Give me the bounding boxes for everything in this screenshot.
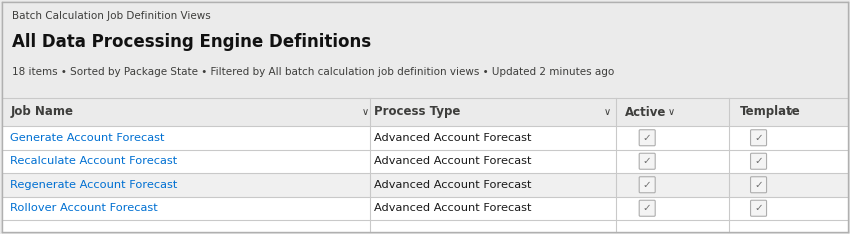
Bar — [2, 173, 848, 197]
Text: Template: Template — [740, 106, 800, 118]
Text: Rollover Account Forecast: Rollover Account Forecast — [10, 203, 158, 213]
FancyBboxPatch shape — [751, 200, 767, 216]
Text: ∨: ∨ — [361, 107, 368, 117]
FancyBboxPatch shape — [639, 177, 655, 193]
FancyBboxPatch shape — [751, 130, 767, 146]
Text: ✓: ✓ — [754, 133, 763, 143]
FancyBboxPatch shape — [751, 177, 767, 193]
Text: ✓: ✓ — [643, 133, 652, 143]
Text: ✓: ✓ — [754, 180, 763, 190]
Text: Job Name: Job Name — [10, 106, 73, 118]
Text: ✓: ✓ — [643, 156, 652, 166]
Text: All Data Processing Engine Definitions: All Data Processing Engine Definitions — [12, 33, 371, 51]
FancyBboxPatch shape — [639, 153, 655, 169]
Text: Regenerate Account Forecast: Regenerate Account Forecast — [10, 180, 178, 190]
Bar — [2, 150, 848, 173]
FancyBboxPatch shape — [639, 200, 655, 216]
Text: ✓: ✓ — [754, 156, 763, 166]
FancyBboxPatch shape — [639, 130, 655, 146]
Text: Advanced Account Forecast: Advanced Account Forecast — [374, 156, 531, 166]
Text: ✓: ✓ — [643, 203, 652, 213]
FancyBboxPatch shape — [751, 153, 767, 169]
Bar — [2, 197, 848, 220]
Text: ∨: ∨ — [604, 107, 610, 117]
Text: Process Type: Process Type — [374, 106, 461, 118]
Text: Batch Calculation Job Definition Views: Batch Calculation Job Definition Views — [12, 11, 211, 21]
Text: ∨: ∨ — [667, 107, 674, 117]
Text: Advanced Account Forecast: Advanced Account Forecast — [374, 180, 531, 190]
Text: Advanced Account Forecast: Advanced Account Forecast — [374, 133, 531, 143]
Bar — [2, 2, 848, 98]
Text: 18 items • Sorted by Package State • Filtered by All batch calculation job defin: 18 items • Sorted by Package State • Fil… — [12, 67, 615, 77]
Text: ∨: ∨ — [786, 107, 793, 117]
Text: Active: Active — [625, 106, 666, 118]
Text: Generate Account Forecast: Generate Account Forecast — [10, 133, 165, 143]
Bar — [2, 126, 848, 150]
Text: Recalculate Account Forecast: Recalculate Account Forecast — [10, 156, 178, 166]
Bar — [2, 98, 848, 126]
Text: Advanced Account Forecast: Advanced Account Forecast — [374, 203, 531, 213]
Text: ✓: ✓ — [643, 180, 652, 190]
Bar — [2, 98, 848, 232]
Text: ✓: ✓ — [754, 203, 763, 213]
